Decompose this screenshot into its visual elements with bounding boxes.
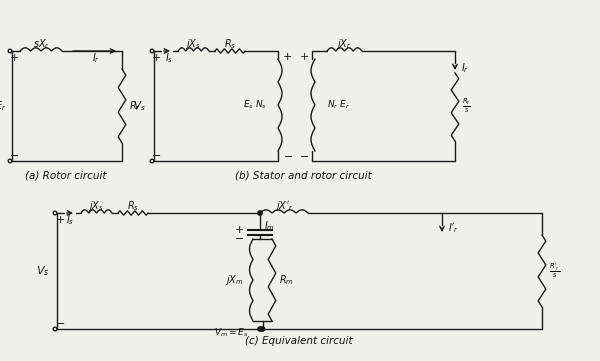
Text: $V_s$: $V_s$: [35, 264, 49, 278]
Circle shape: [260, 327, 265, 331]
Circle shape: [258, 211, 262, 215]
Text: $I_m$: $I_m$: [264, 219, 275, 233]
Text: $R_m$: $R_m$: [279, 273, 294, 287]
Text: $jX_m$: $jX_m$: [226, 273, 244, 287]
Text: (c) Equivalent circuit: (c) Equivalent circuit: [245, 336, 352, 346]
Text: $jX_r$: $jX_r$: [336, 37, 352, 51]
Text: $I_s$: $I_s$: [66, 213, 74, 227]
Text: $I_r$: $I_r$: [461, 61, 469, 75]
Text: $V_m = E_s$: $V_m = E_s$: [214, 327, 248, 339]
Text: $R_s$: $R_s$: [127, 199, 139, 213]
Text: $I_r$: $I_r$: [92, 51, 100, 65]
Text: $\frac{R'_r}{s}$: $\frac{R'_r}{s}$: [549, 262, 560, 280]
Text: $-$: $-$: [234, 232, 244, 242]
Text: +: +: [55, 215, 65, 225]
Text: +: +: [235, 225, 244, 235]
Text: (b) Stator and rotor circuit: (b) Stator and rotor circuit: [235, 170, 372, 180]
Text: $sE_r$: $sE_r$: [0, 99, 6, 113]
Text: $E_s\ N_s$: $E_s\ N_s$: [243, 99, 267, 111]
Text: +: +: [283, 52, 292, 62]
Text: +: +: [151, 53, 161, 63]
Text: $sX_r$: $sX_r$: [32, 37, 49, 51]
Text: $I_s$: $I_s$: [165, 51, 173, 65]
Text: (a) Rotor circuit: (a) Rotor circuit: [25, 170, 107, 180]
Text: $V_s$: $V_s$: [133, 99, 146, 113]
Text: $R_s$: $R_s$: [224, 37, 236, 51]
Text: $-$: $-$: [283, 150, 293, 160]
Circle shape: [258, 327, 262, 331]
Text: $R_r$: $R_r$: [129, 99, 141, 113]
Text: $-$: $-$: [151, 149, 161, 159]
Text: +: +: [299, 52, 309, 62]
Text: +: +: [10, 53, 19, 63]
Text: $jX'_r$: $jX'_r$: [275, 199, 293, 213]
Text: $jX_s$: $jX_s$: [185, 37, 201, 51]
Text: $-$: $-$: [9, 149, 19, 159]
Text: $-$: $-$: [55, 317, 65, 327]
Text: $N_r\ E_r$: $N_r\ E_r$: [327, 99, 350, 111]
Text: $\frac{R_r}{s}$: $\frac{R_r}{s}$: [462, 97, 471, 115]
Text: $-$: $-$: [299, 150, 309, 160]
Text: $jX_s$: $jX_s$: [88, 199, 104, 213]
Text: $I'_r$: $I'_r$: [448, 221, 459, 235]
